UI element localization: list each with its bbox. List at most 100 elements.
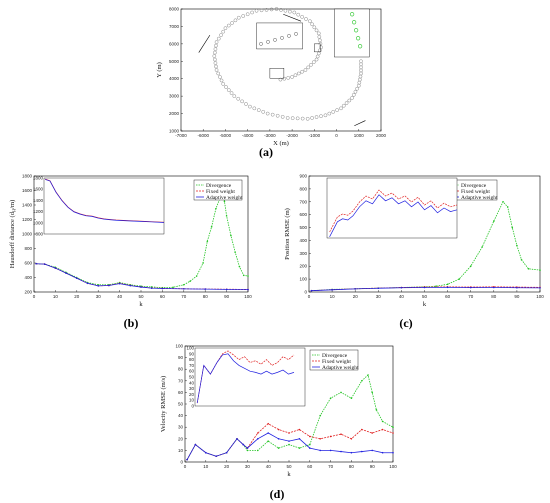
- trajectory-point: [341, 103, 346, 108]
- x-tick-label: 50: [286, 464, 292, 469]
- trajectory-point: [290, 116, 295, 120]
- data-point-adaptive: [215, 455, 217, 458]
- trajectory-point: [293, 73, 298, 78]
- data-point-adaptive: [140, 286, 142, 288]
- data-point-adaptive: [331, 289, 333, 291]
- trajectory-point: [358, 74, 363, 79]
- data-point-fixed: [319, 438, 322, 440]
- x-tick-label: 50: [422, 294, 428, 299]
- zoom-box: [314, 43, 321, 53]
- inset-c: [326, 177, 458, 239]
- trajectory-point: [214, 40, 219, 44]
- trajectory-point: [304, 17, 308, 21]
- y-axis-label: Hausdorff distance (dH/m): [9, 200, 17, 268]
- legend-box: [193, 179, 243, 201]
- inset-y-tick-label: 50: [189, 375, 195, 380]
- trajectory-point: [221, 29, 226, 34]
- y-tick-label: 0: [180, 460, 183, 465]
- trajectory-point: [261, 109, 266, 114]
- y-axis-label: Position RMSE (m): [284, 208, 291, 260]
- x-tick-label: 30: [245, 464, 251, 469]
- series-line-adaptive: [311, 286, 541, 292]
- inset-point: [259, 42, 263, 46]
- trajectory-point: [219, 33, 223, 37]
- inset-y-tick-label: 1800: [33, 176, 44, 181]
- trajectory-point: [327, 111, 332, 116]
- panel-b: 0 10 20 30 40 50 60 70 80 90 100200400600800100012…: [9, 174, 252, 309]
- data-point-fixed: [288, 432, 290, 434]
- x-tick-label: -4000: [242, 133, 254, 138]
- data-point-adaptive: [298, 438, 301, 440]
- trajectory-point: [236, 96, 241, 101]
- legend-entry-adaptive: Adaptive weight: [206, 195, 243, 201]
- trajectory-point: [218, 75, 222, 79]
- y-tick-label: 600: [24, 261, 32, 266]
- panel-d: 0 10 20 30 40 50 60 70 80 90 100010203040506070809…: [160, 344, 397, 479]
- legend-entry-adaptive: Adaptive weight: [322, 365, 359, 371]
- y-axis-label-sub: H: [12, 208, 17, 212]
- x-tick-label: 60: [307, 464, 313, 469]
- trajectory-point: [245, 12, 250, 17]
- data-point-divergence: [242, 274, 245, 277]
- trajectory-point: [355, 86, 359, 91]
- data-point-adaptive: [65, 272, 67, 274]
- y-tick-label: 800: [299, 186, 307, 191]
- data-point-divergence: [367, 374, 369, 376]
- x-tick-label: 30: [96, 294, 102, 299]
- trajectory-point: [339, 106, 343, 111]
- data-point-adaptive: [76, 277, 78, 280]
- trajectory-point: [309, 62, 313, 67]
- x-axis-label: X (m): [273, 140, 289, 147]
- x-tick-label: 0: [184, 464, 187, 469]
- data-point-adaptive: [236, 438, 238, 440]
- trajectory-point: [269, 7, 274, 12]
- trajectory-point: [359, 68, 363, 73]
- legend-box: [309, 349, 359, 371]
- y-tick-label: 10: [178, 448, 184, 453]
- x-tick-label: 2000: [376, 133, 387, 138]
- data-point-divergence: [238, 265, 241, 268]
- trajectory-point: [319, 114, 323, 119]
- data-point-divergence: [210, 225, 213, 228]
- data-point-divergence: [371, 391, 374, 394]
- trajectory-point: [214, 68, 219, 72]
- x-axis-label: k: [423, 301, 427, 308]
- data-point-divergence: [375, 409, 378, 411]
- trajectory-point: [300, 14, 304, 19]
- data-point-adaptive: [186, 458, 188, 461]
- inset-y-tick-label: 0: [191, 404, 194, 409]
- trajectory-point: [229, 91, 234, 95]
- y-tick-label: 100: [175, 344, 183, 349]
- y-tick-label: 0: [304, 290, 307, 295]
- y-tick-label: 1000: [22, 232, 33, 237]
- x-tick-label: 10: [330, 294, 336, 299]
- inset-b: 800 1000 1200 1400 1600 1800: [33, 176, 165, 237]
- data-point-divergence: [172, 286, 174, 289]
- x-tick-label: 40: [399, 294, 405, 299]
- x-axis-label: k: [139, 301, 143, 308]
- trajectory-point: [230, 21, 234, 25]
- trajectory-point: [296, 12, 301, 17]
- inset-frame: [194, 347, 306, 407]
- trajectory-point: [312, 25, 317, 30]
- trajectory-point: [303, 68, 308, 72]
- trajectory-point: [292, 10, 297, 15]
- x-tick-label: 0: [33, 294, 36, 299]
- legend-entry-fixed: Fixed weight: [206, 189, 235, 195]
- data-point-divergence: [309, 443, 311, 446]
- data-point-divergence: [539, 269, 541, 271]
- x-tick-label: 90: [370, 464, 376, 469]
- x-tick-label: 70: [328, 464, 334, 469]
- y-axis-label: Y (m): [156, 62, 163, 77]
- inset-y-tick-label: 60: [189, 369, 195, 374]
- y-tick-label: 300: [299, 251, 307, 256]
- data-point-adaptive: [340, 450, 342, 453]
- trajectory-point: [221, 82, 226, 86]
- x-tick-label: 40: [117, 294, 123, 299]
- inset-y-tick-label: 1000: [33, 220, 44, 225]
- data-point-adaptive: [194, 443, 197, 446]
- data-point-adaptive: [446, 286, 449, 289]
- direction-arrow: [354, 120, 366, 127]
- trajectory-point: [256, 108, 261, 112]
- trajectory-point: [213, 61, 218, 65]
